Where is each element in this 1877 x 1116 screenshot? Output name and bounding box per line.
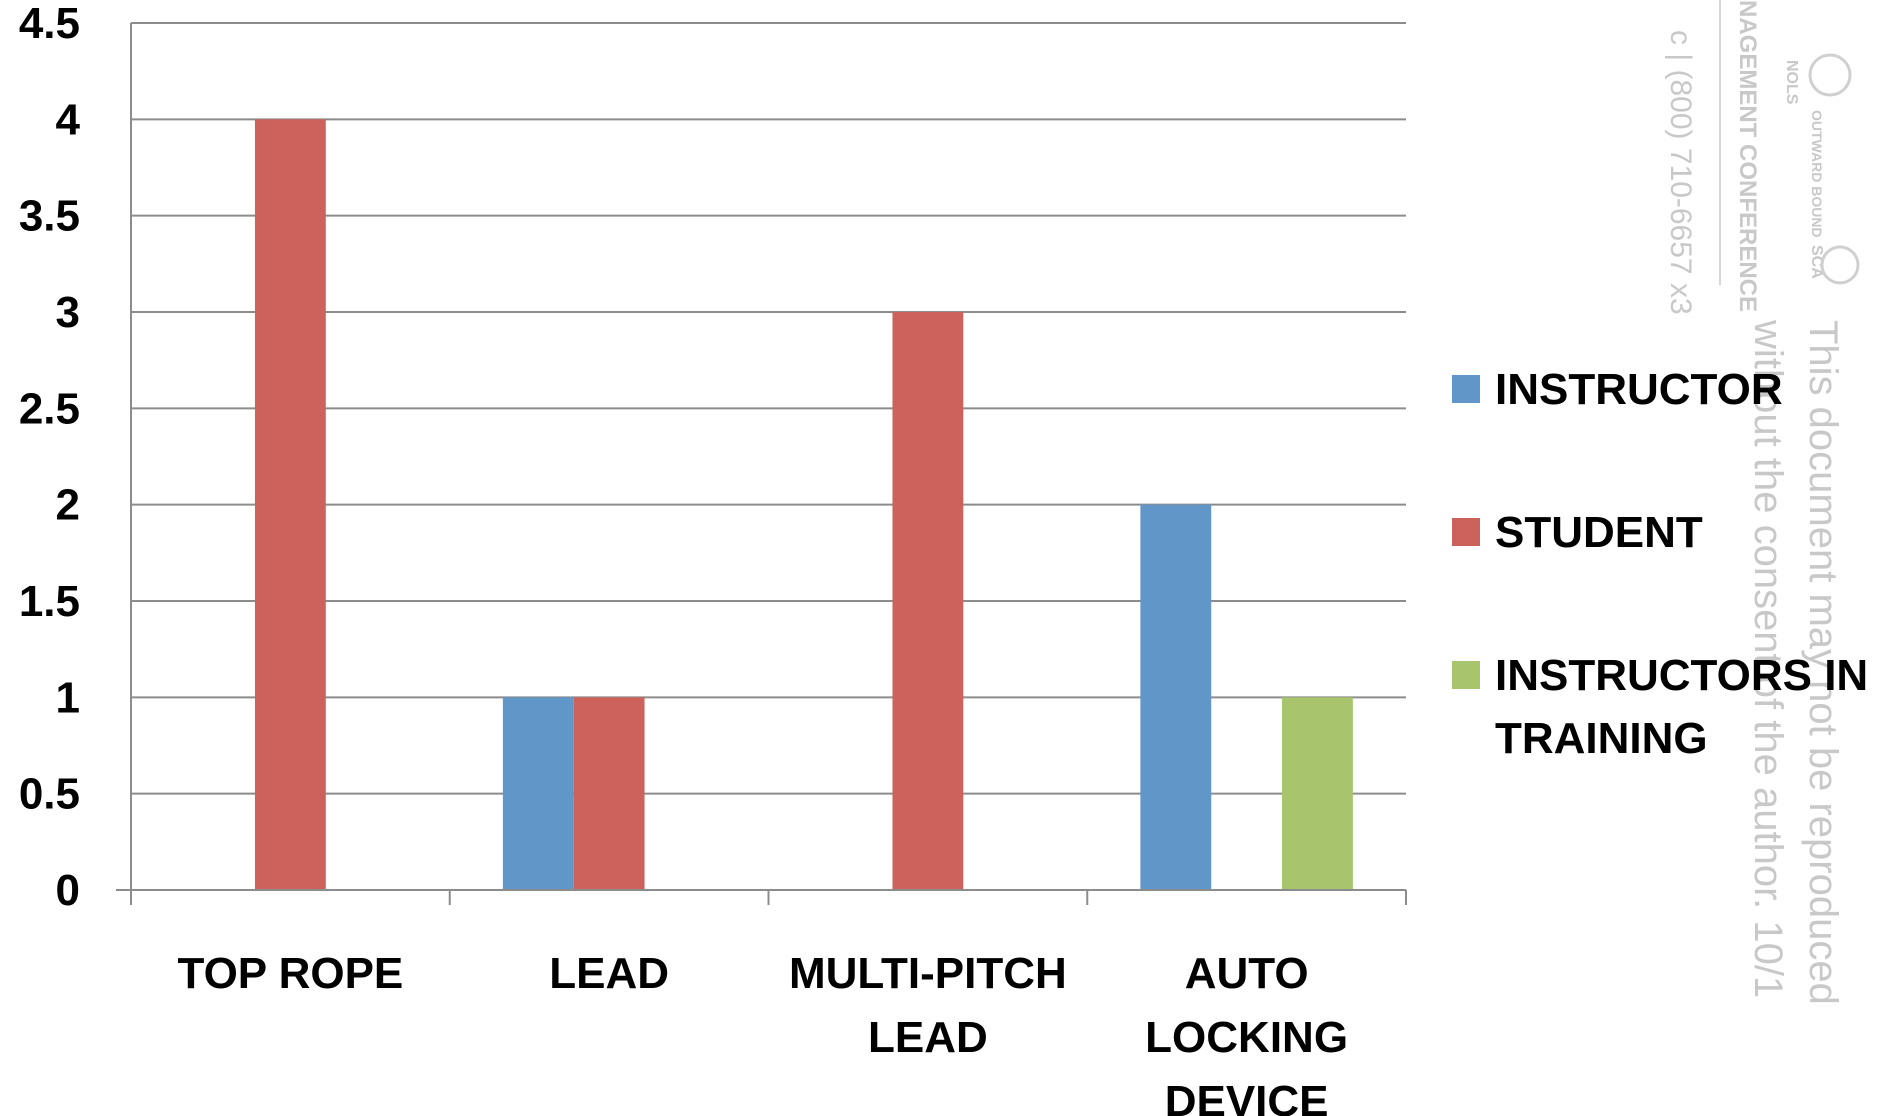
bar [1282,697,1353,890]
y-tick-label: 1.5 [19,577,80,626]
y-tick-label: 3.5 [19,192,80,241]
y-tick-label: 3 [56,288,80,337]
category-label: LEAD [549,949,669,998]
y-tick-label: 0 [56,866,80,915]
y-tick-label: 2.5 [19,384,80,433]
bar [502,697,574,890]
watermark-conference: NAGEMENT CONFERENCE [1734,0,1761,312]
legend: INSTRUCTOR STUDENT INSTRUCTORS IN TRAINING [1452,365,1868,763]
bars [254,119,1353,891]
y-tick-label: 4.5 [19,0,80,48]
y-tick-label: 2 [56,481,80,530]
y-tick-label: 4 [56,95,81,144]
y-axis-tick-labels: 0 0.5 1 1.5 2 2.5 3 3.5 4 4.5 [19,0,81,915]
y-tick-label: 0.5 [19,770,80,819]
watermark: This document may not be reproduced with… [1664,0,1860,1005]
bar [892,312,964,890]
legend-label: INSTRUCTORS IN [1495,651,1868,700]
axes [116,23,1407,905]
category-label: AUTO [1185,949,1309,998]
bar [573,697,645,890]
legend-swatch [1452,661,1480,689]
watermark-logo-nols: NOLS [1783,60,1800,105]
y-tick-label: 1 [56,673,80,722]
watermark-logo-mark [1820,245,1860,285]
watermark-line-1: This document may not be reproduced [1801,320,1845,1005]
watermark-logo-sca: SCA [1808,245,1825,279]
category-label: MULTI-PITCH [789,949,1067,998]
legend-label: INSTRUCTOR [1495,365,1783,414]
x-axis-category-labels: TOP ROPE LEAD MULTI-PITCH LEAD AUTO LOCKING DE… [177,949,1348,1116]
watermark-line-2: without the consent of the author. 10/1 [1746,319,1790,998]
legend-swatch [1452,518,1480,546]
legend-swatch [1452,375,1480,403]
legend-label: TRAINING [1495,714,1708,763]
legend-label: STUDENT [1495,508,1703,557]
category-label: LEAD [868,1013,988,1062]
bar [1140,504,1212,890]
watermark-logo-outward-bound: OUTWARD BOUND [1809,110,1825,238]
watermark-phone: c | (800) 710-6657 x3 [1664,30,1697,315]
category-label: LOCKING [1145,1013,1348,1062]
bar [254,119,326,891]
watermark-logo-mark [1808,53,1852,97]
category-label: DEVICE [1165,1077,1329,1116]
category-label: TOP ROPE [177,949,403,998]
